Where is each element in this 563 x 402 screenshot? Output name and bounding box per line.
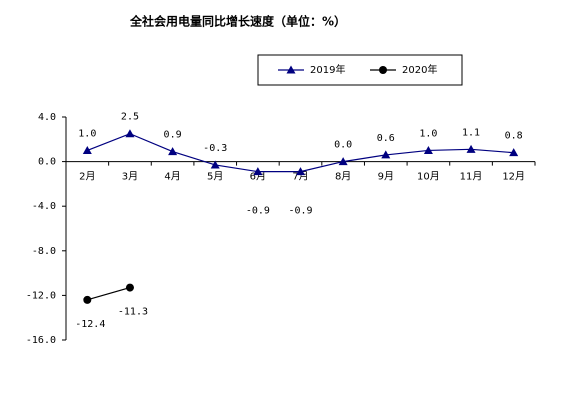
data-label: -12.4 (75, 319, 105, 330)
data-label: 1.0 (419, 128, 437, 139)
x-tick-label: 4月 (164, 171, 180, 183)
point (83, 295, 92, 304)
point (379, 66, 387, 74)
point (253, 167, 263, 176)
y-tick-label: -12.0 (26, 290, 56, 301)
point (286, 65, 296, 74)
data-label: 2.5 (121, 112, 139, 123)
x-tick-label: 6月 (250, 171, 266, 183)
point (466, 144, 476, 153)
point (168, 147, 178, 156)
point (210, 160, 220, 169)
legend-label: 2020年 (402, 63, 437, 76)
data-label: -0.3 (203, 143, 227, 154)
point (509, 148, 519, 157)
point (338, 157, 348, 166)
data-label: -0.9 (246, 206, 270, 217)
x-tick-label: 5月 (207, 171, 223, 183)
data-label: 0.9 (164, 130, 182, 141)
x-tick-label: 11月 (460, 171, 483, 183)
point (125, 283, 134, 292)
y-tick-label: 0.0 (38, 157, 56, 168)
x-tick-label: 10月 (417, 171, 440, 183)
data-label: 1.0 (78, 128, 96, 139)
x-tick-label: 2月 (79, 171, 95, 183)
x-tick-label: 8月 (335, 171, 351, 183)
x-tick-label: 12月 (502, 171, 525, 183)
point (82, 145, 92, 154)
x-tick-label: 7月 (292, 171, 308, 183)
point (125, 129, 135, 138)
data-label: 0.0 (334, 140, 352, 151)
y-tick-label: 4.0 (38, 112, 56, 123)
legend-box (257, 54, 463, 86)
y-tick-label: -4.0 (32, 201, 56, 212)
y-tick-label: -8.0 (32, 246, 56, 257)
point (423, 145, 433, 154)
data-label: 0.6 (377, 133, 395, 144)
data-label: -11.3 (118, 307, 148, 318)
legend-label: 2019年 (310, 63, 345, 76)
data-label: 1.1 (462, 127, 480, 138)
y-tick-label: -16.0 (26, 335, 56, 346)
data-label: -0.9 (288, 206, 312, 217)
series-line (87, 133, 514, 173)
series-line (87, 287, 131, 301)
x-tick-label: 3月 (122, 171, 138, 183)
x-tick-label: 9月 (378, 171, 394, 183)
chart-title: 全社会用电量同比增长速度（单位：%） (129, 14, 346, 29)
point (296, 167, 305, 176)
data-label: 0.8 (505, 131, 523, 142)
point (381, 150, 391, 159)
